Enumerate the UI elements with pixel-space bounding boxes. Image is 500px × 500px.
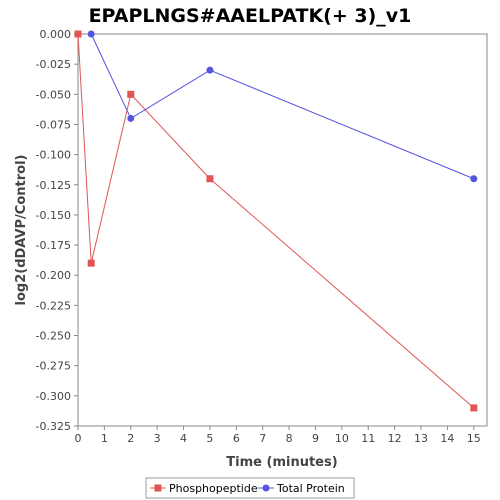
y-tick-label: 0.000 (40, 28, 72, 41)
x-tick-label: 14 (440, 432, 454, 445)
x-tick-label: 3 (154, 432, 161, 445)
data-point-total-protein (206, 66, 214, 74)
y-tick-label: -0.025 (36, 58, 71, 71)
x-tick-label: 8 (286, 432, 293, 445)
y-tick-label: -0.325 (36, 420, 71, 433)
x-tick-label: 15 (467, 432, 481, 445)
y-tick-label: -0.050 (36, 88, 71, 101)
legend: Phosphopeptide Total Protein (145, 477, 355, 499)
chart-title: EPAPLNGS#AAELPATK(+ 3)_v1 (89, 5, 412, 27)
data-point-phosphopeptide (74, 30, 82, 38)
x-tick-label: 5 (206, 432, 213, 445)
data-point-total-protein (127, 114, 135, 122)
legend-label-total-protein: Total Protein (276, 482, 345, 495)
x-tick-label: 10 (335, 432, 349, 445)
x-tick-label: 1 (101, 432, 108, 445)
legend-marker-phosphopeptide (154, 484, 162, 492)
series-line-total-protein (90, 33, 474, 180)
x-tick-label: 7 (259, 432, 266, 445)
x-axis: 0 1 2 3 4 5 6 7 8 9 10 11 12 13 14 15 (75, 426, 481, 445)
data-point-phosphopeptide (470, 404, 478, 412)
data-point-phosphopeptide (127, 90, 135, 98)
x-axis-label: Time (minutes) (226, 455, 337, 470)
x-tick-label: 9 (312, 432, 319, 445)
data-point-phosphopeptide (87, 259, 95, 267)
x-tick-label: 2 (127, 432, 134, 445)
x-tick-label: 4 (180, 432, 187, 445)
y-tick-label: -0.075 (36, 118, 71, 131)
y-axis-label: log2(dDAVP/Control) (14, 155, 29, 306)
x-tick-label: 12 (388, 432, 402, 445)
x-tick-label: 6 (233, 432, 240, 445)
y-tick-label: -0.150 (36, 209, 71, 222)
y-tick-label: -0.100 (36, 149, 71, 162)
y-tick-label: -0.275 (36, 360, 71, 373)
plot-area (77, 33, 488, 427)
y-tick-label: -0.225 (36, 299, 71, 312)
legend-box (145, 477, 355, 499)
y-tick-label: -0.200 (36, 269, 71, 282)
x-tick-label: 13 (414, 432, 428, 445)
data-point-total-protein (87, 30, 95, 38)
legend-marker-total-protein (262, 484, 270, 492)
legend-label-phosphopeptide: Phosphopeptide (169, 482, 258, 495)
x-tick-label: 11 (361, 432, 375, 445)
y-tick-label: -0.250 (36, 330, 71, 343)
data-point-total-protein (470, 175, 478, 183)
y-tick-label: -0.175 (36, 239, 71, 252)
y-tick-label: -0.300 (36, 390, 71, 403)
y-axis: 0.000 -0.025 -0.050 -0.075 -0.100 -0.125 -0.15… (36, 28, 78, 433)
x-tick-label: 0 (75, 432, 82, 445)
series-layer (74, 30, 478, 412)
data-point-phosphopeptide (206, 175, 214, 183)
y-tick-label: -0.125 (36, 179, 71, 192)
